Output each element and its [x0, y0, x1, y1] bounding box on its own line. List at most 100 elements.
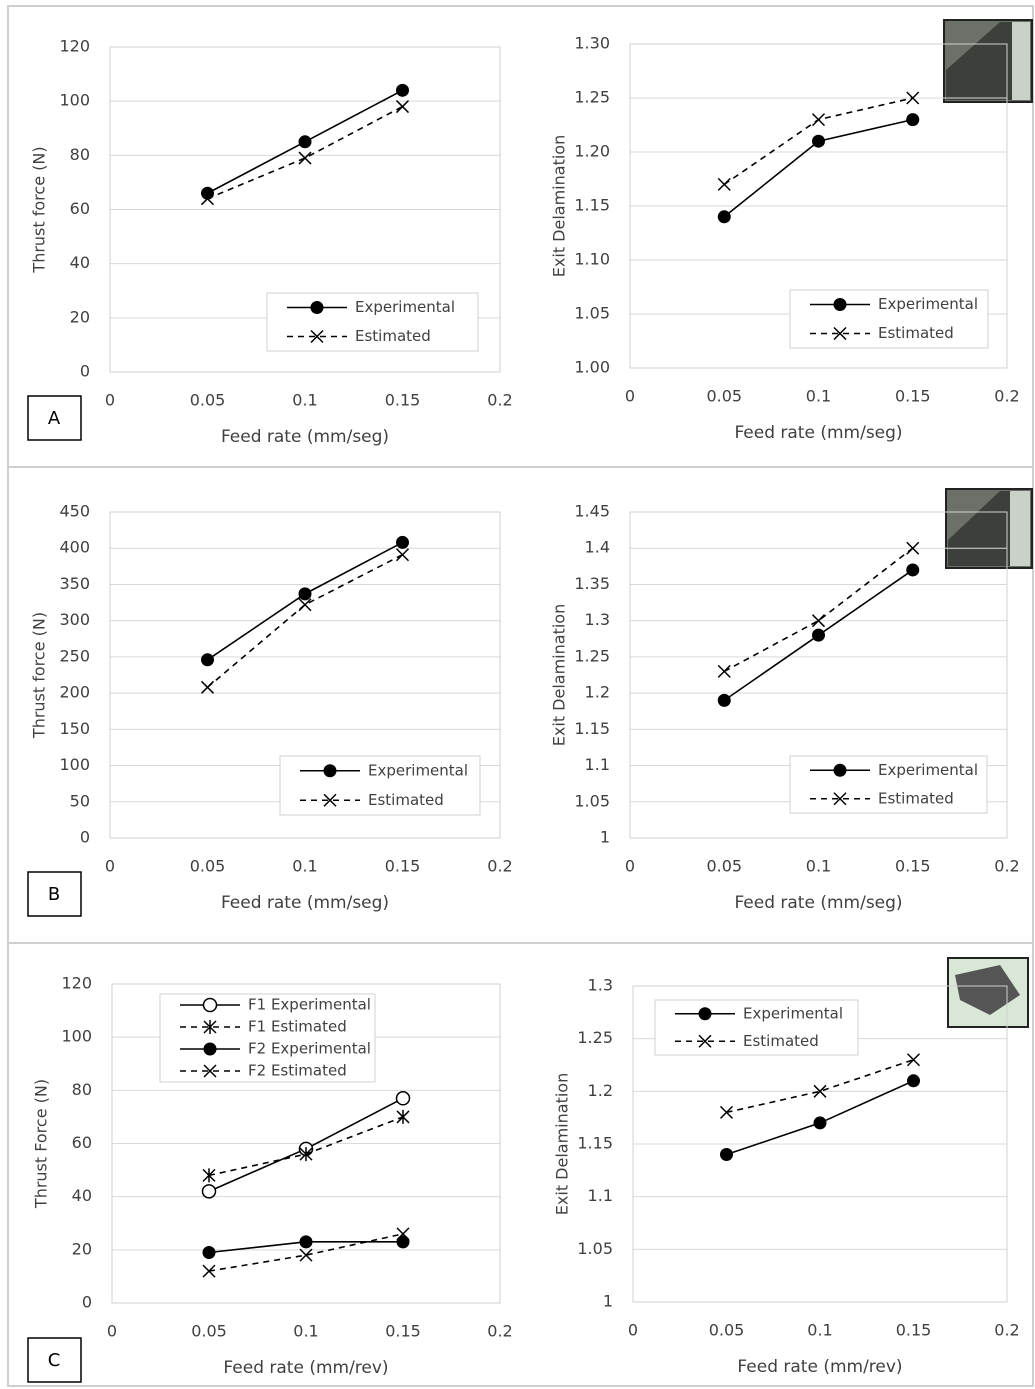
- legend-box: [159, 993, 376, 1083]
- photo: [943, 19, 1033, 103]
- x-tick-label: 0.15: [896, 1321, 932, 1340]
- marker: [395, 100, 410, 114]
- series-line: [726, 1058, 914, 1114]
- panel-label-box: [27, 1337, 82, 1383]
- legend-marker: [698, 1034, 712, 1048]
- marker: [298, 135, 312, 149]
- marker: [813, 1084, 827, 1098]
- y-axis-label: Exit Delamination: [553, 1073, 572, 1215]
- x-axis-label: Feed rate (mm/seg): [221, 427, 389, 447]
- x-tick-label: 0.15: [385, 1322, 421, 1341]
- legend-label: Experimental: [355, 298, 455, 316]
- y-tick-label: 100: [59, 91, 90, 110]
- y-tick-label: 20: [72, 1239, 92, 1258]
- marker: [717, 664, 731, 678]
- x-tick-label: 0.05: [709, 1321, 745, 1340]
- legend-marker: [323, 764, 337, 778]
- x-tick-label: 0.15: [895, 857, 931, 876]
- y-tick-label: 1.2: [588, 1081, 613, 1100]
- y-tick-label: 80: [70, 145, 90, 164]
- marker: [812, 628, 825, 642]
- y-tick-label: 40: [70, 253, 90, 272]
- legend-marker: [698, 1007, 712, 1021]
- y-tick-label: 1.2: [585, 683, 610, 702]
- y-axis-label: Thrust force (N): [30, 146, 49, 273]
- marker: [396, 83, 409, 97]
- y-tick-label: 60: [72, 1133, 92, 1152]
- legend-marker: [310, 301, 324, 314]
- y-tick-label: 0: [80, 362, 90, 381]
- x-tick-label: 0.1: [292, 857, 317, 876]
- y-axis-label: Exit Delamination: [550, 604, 569, 746]
- legend-label: Estimated: [368, 791, 444, 809]
- x-tick-label: 0.15: [385, 391, 421, 410]
- x-tick-label: 0.2: [487, 1322, 512, 1341]
- marker: [201, 653, 214, 667]
- x-tick-label: 0.05: [706, 857, 742, 876]
- legend-label: Experimental: [878, 761, 978, 779]
- x-axis-label: Feed rate (mm/rev): [223, 1358, 388, 1378]
- y-axis-label: Exit Delamination: [550, 135, 569, 277]
- marker: [299, 1235, 313, 1249]
- y-tick-label: 450: [59, 502, 90, 521]
- legend-marker: [833, 763, 847, 777]
- y-tick-label: 1.3: [585, 610, 610, 629]
- legend-label: F2 Estimated: [248, 1062, 347, 1080]
- y-tick-label: 100: [59, 755, 90, 774]
- marker: [395, 548, 410, 562]
- legend-label: Estimated: [878, 324, 954, 342]
- x-tick-label: 0.1: [806, 387, 831, 406]
- x-tick-label: 0: [107, 1322, 117, 1341]
- marker: [396, 1227, 410, 1241]
- legend-label: Estimated: [355, 327, 431, 345]
- y-tick-label: 1.05: [577, 1239, 613, 1258]
- plot-border: [632, 985, 1008, 1303]
- marker: [298, 598, 312, 612]
- y-tick-label: 1.25: [574, 88, 610, 107]
- legend-label: Experimental: [368, 761, 468, 779]
- legend-box: [266, 292, 479, 352]
- marker: [906, 1053, 921, 1067]
- x-tick-label: 0.05: [190, 391, 226, 410]
- panel-label: B: [48, 884, 60, 905]
- marker: [906, 541, 920, 555]
- x-tick-label: 0.1: [293, 1322, 318, 1341]
- y-tick-label: 100: [61, 1027, 92, 1046]
- marker: [812, 134, 825, 148]
- legend-marker: [310, 329, 324, 344]
- x-tick-label: 0.2: [487, 857, 512, 876]
- plot-border: [629, 43, 1008, 369]
- y-tick-label: 1.3: [588, 976, 613, 995]
- marker: [906, 113, 920, 127]
- legend-label: F1 Experimental: [248, 996, 371, 1014]
- plot-border: [629, 511, 1008, 839]
- y-tick-label: 1.25: [574, 646, 610, 665]
- legend-marker: [203, 1042, 217, 1056]
- y-tick-label: 60: [70, 199, 90, 218]
- y-tick-label: 120: [61, 974, 92, 993]
- marker: [200, 680, 215, 694]
- y-tick-label: 80: [72, 1080, 92, 1099]
- y-tick-label: 1.05: [574, 304, 610, 323]
- x-tick-label: 0.1: [292, 391, 317, 410]
- legend-marker: [833, 326, 847, 341]
- marker: [813, 1116, 827, 1130]
- legend-marker: [323, 793, 337, 807]
- marker: [395, 1091, 411, 1106]
- marker: [717, 177, 731, 191]
- series-line: [206, 554, 403, 688]
- marker: [202, 1245, 216, 1259]
- marker: [811, 614, 826, 628]
- x-tick-label: 0: [105, 391, 115, 410]
- plot-border: [109, 46, 501, 373]
- x-tick-label: 0.15: [385, 857, 421, 876]
- y-tick-label: 1.25: [577, 1028, 613, 1047]
- series-line: [723, 118, 913, 218]
- marker: [396, 535, 409, 549]
- legend-marker: [202, 997, 218, 1013]
- y-tick-label: 1: [603, 1292, 613, 1311]
- marker: [906, 91, 920, 105]
- marker: [298, 587, 312, 601]
- marker: [396, 1235, 410, 1249]
